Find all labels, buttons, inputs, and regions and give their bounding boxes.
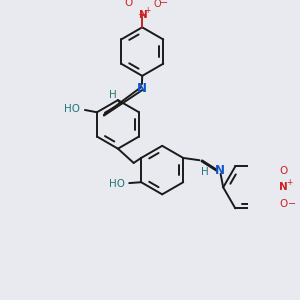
Text: HO: HO	[64, 103, 80, 114]
Text: O: O	[280, 199, 288, 209]
Text: O: O	[280, 166, 288, 176]
Text: −: −	[288, 199, 296, 209]
Text: N: N	[136, 82, 147, 95]
Text: O: O	[125, 0, 133, 8]
Text: +: +	[286, 178, 292, 187]
Text: N: N	[279, 182, 288, 192]
Text: H: H	[201, 167, 208, 176]
Text: HO: HO	[109, 179, 124, 189]
Text: +: +	[144, 6, 151, 15]
Text: H: H	[109, 90, 117, 100]
Text: O: O	[154, 0, 161, 10]
Text: −: −	[160, 0, 169, 8]
Text: N: N	[139, 10, 147, 20]
Text: N: N	[214, 164, 224, 177]
